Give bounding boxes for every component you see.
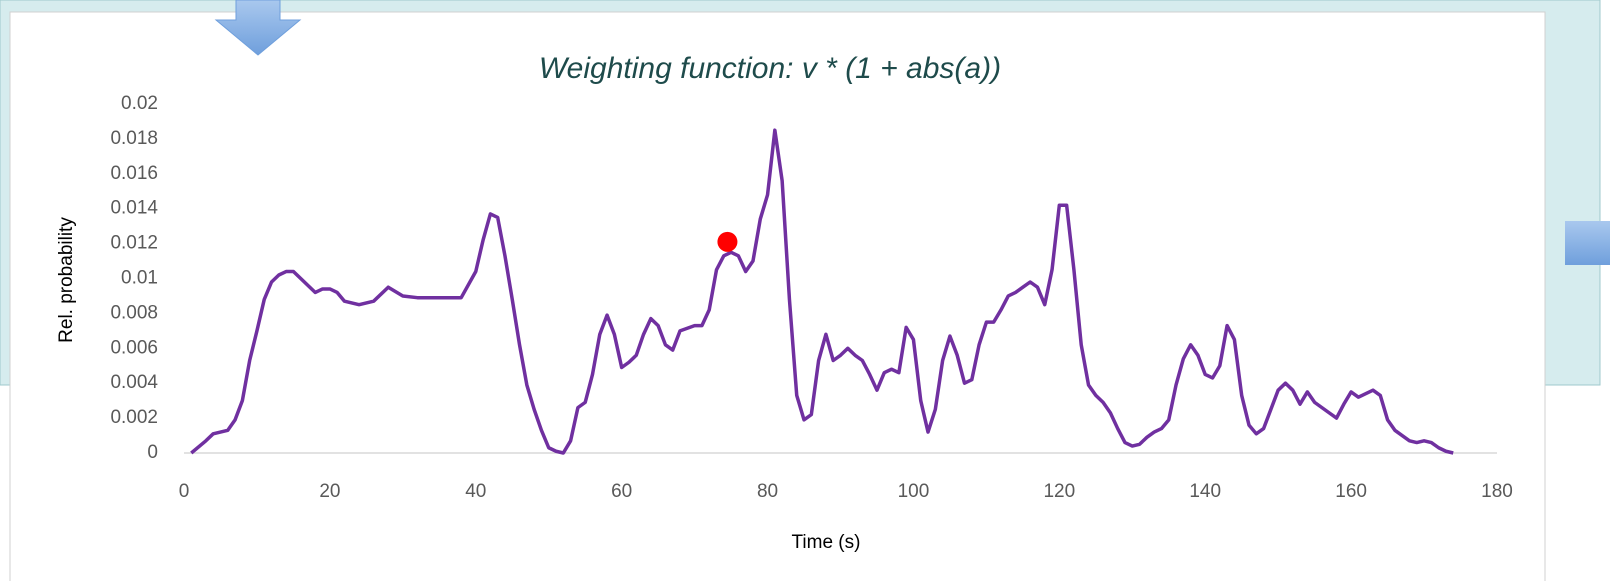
x-tick-label: 60 xyxy=(611,481,632,502)
x-tick-label: 20 xyxy=(319,481,340,502)
y-tick-label: 0.018 xyxy=(110,128,158,149)
y-tick-label: 0.014 xyxy=(110,198,158,219)
down-arrow xyxy=(214,0,302,56)
y-tick-label: 0.002 xyxy=(110,407,158,428)
highlight-point xyxy=(717,231,738,252)
x-tick-label: 40 xyxy=(465,481,486,502)
y-tick-label: 0.01 xyxy=(121,268,158,289)
y-tick-label: 0.004 xyxy=(110,372,158,393)
y-tick-label: 0.02 xyxy=(121,93,158,114)
x-tick-label: 180 xyxy=(1481,481,1513,502)
x-tick-label: 160 xyxy=(1335,481,1367,502)
x-tick-label: 120 xyxy=(1043,481,1075,502)
y-axis-label: Rel. probability xyxy=(56,217,77,343)
y-tick-label: 0.016 xyxy=(110,163,158,184)
y-tick-label: 0.008 xyxy=(110,302,158,323)
y-tick-label: 0 xyxy=(147,442,158,463)
y-tick-label: 0.006 xyxy=(110,337,158,358)
x-tick-label: 100 xyxy=(898,481,930,502)
side-box xyxy=(1565,221,1610,265)
x-tick-label: 80 xyxy=(757,481,778,502)
x-axis-label: Time (s) xyxy=(792,532,861,553)
x-tick-label: 0 xyxy=(179,481,190,502)
chart-title: Weighting function: v * (1 + abs(a)) xyxy=(539,52,1001,85)
y-tick-label: 0.012 xyxy=(110,233,158,254)
line xyxy=(190,128,1454,455)
x-tick-label: 140 xyxy=(1189,481,1221,502)
